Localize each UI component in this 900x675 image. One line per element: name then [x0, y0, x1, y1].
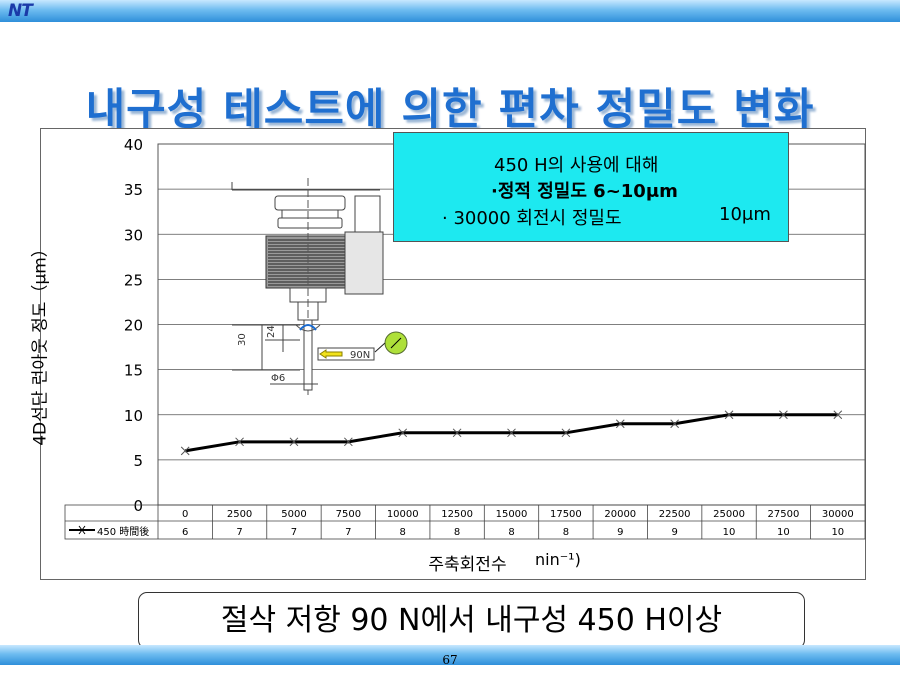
x-tick-label: 22500 [659, 509, 691, 520]
x-axis-label: 주축회전수 [405, 551, 530, 579]
data-table-value: 9 [671, 527, 677, 538]
footer-band [0, 645, 900, 665]
header-band: NT [0, 0, 900, 22]
note-line-3: · 30000 회전시 정밀도 [442, 208, 622, 229]
data-table-value: 8 [563, 527, 569, 538]
page-title: 내구성 테스트에 의한 편차 정밀도 변화 [85, 85, 815, 135]
spindle-flange [274, 195, 346, 211]
legend-label: 450 時間後 [97, 525, 149, 538]
spindle-ring-2 [277, 217, 343, 229]
data-point [615, 419, 625, 429]
force-box [317, 347, 375, 361]
x-tick-label: 12500 [441, 509, 473, 520]
page-number: 67 [442, 653, 458, 667]
data-table-value: 8 [454, 527, 460, 538]
caption-box: 절삭 저항 90 N에서 내구성 450 H이상 [138, 592, 805, 649]
motor-bracket [354, 195, 381, 233]
data-table-value: 8 [508, 527, 514, 538]
data-point [724, 410, 734, 420]
spindle-ring-1 [281, 209, 339, 219]
force-label: 90N [350, 350, 370, 361]
x-tick-label: 20000 [604, 509, 636, 520]
data-point [235, 437, 244, 447]
data-table-value: 7 [236, 527, 242, 538]
x-tick-label: 10000 [387, 509, 419, 520]
data-point [180, 446, 190, 456]
x-tick-label: 2500 [227, 509, 252, 520]
x-tick-label: 25000 [713, 509, 745, 520]
usage-note: 450 H의 사용에 대해 ·정적 정밀도 6~10μm · 30000 회전시… [393, 132, 789, 242]
test-bar [303, 319, 313, 391]
note-line-2: ·정적 정밀도 6~10μm [491, 181, 678, 202]
y-tick-label: 10 [124, 407, 143, 425]
force-arrow-icon [319, 349, 343, 359]
dia-label: Φ6 [271, 373, 285, 384]
data-table-value: 10 [777, 527, 790, 538]
dim-30-label: 30 [237, 333, 248, 346]
data-table-value: 10 [831, 527, 844, 538]
y-tick-label: 5 [133, 452, 143, 470]
collet-curve [295, 324, 321, 332]
company-logo: NT [8, 1, 33, 21]
data-point [561, 428, 571, 438]
y-tick-label: 0 [133, 497, 143, 515]
x-tick-label: 0 [182, 509, 188, 520]
data-table-value: 8 [400, 527, 406, 538]
note-line-3-value: 10μm [719, 204, 771, 225]
gauge-needle [390, 337, 402, 349]
y-tick-label: 40 [124, 136, 143, 154]
data-table-value: 10 [723, 527, 736, 538]
data-table-border [64, 504, 866, 540]
data-point [779, 410, 788, 420]
data-point [833, 410, 843, 420]
dim-24-label: 24 [266, 325, 277, 338]
data-point [452, 428, 462, 438]
y-axis-label: 4D선단 런아웃 정도（μm） [30, 240, 51, 446]
data-table-value: 9 [617, 527, 623, 538]
x-axis-unit: nin⁻¹) [535, 550, 581, 569]
data-point [507, 428, 516, 438]
data-point [670, 419, 680, 429]
x-tick-label: 17500 [550, 509, 582, 520]
x-tick-label: 27500 [768, 509, 800, 520]
x-tick-label: 30000 [822, 509, 854, 520]
data-table-value: 7 [291, 527, 297, 538]
data-table-value: 6 [182, 527, 188, 538]
data-point [289, 437, 299, 447]
data-point [398, 428, 408, 438]
y-tick-label: 15 [124, 362, 143, 380]
clamp-icon [299, 324, 317, 331]
y-tick-label: 20 [124, 317, 143, 335]
y-tick-label: 30 [124, 226, 143, 244]
x-tick-label: 15000 [496, 509, 528, 520]
legend-marker [78, 525, 86, 535]
x-tick-label: 7500 [336, 509, 361, 520]
note-line-1: 450 H의 사용에 대해 [494, 155, 659, 176]
spindle-diagram: 30 24 90N Φ6 [231, 178, 408, 398]
data-table-value: 7 [345, 527, 351, 538]
data-point [343, 437, 353, 447]
gauge-arm [374, 342, 386, 353]
motor-housing [344, 231, 384, 295]
y-tick-label: 35 [124, 181, 143, 199]
x-tick-label: 5000 [281, 509, 306, 520]
y-tick-label: 25 [124, 271, 143, 289]
